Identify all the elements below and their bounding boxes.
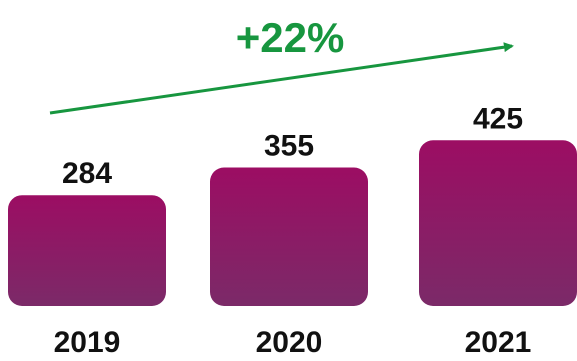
bar-2020 bbox=[210, 167, 368, 306]
growth-annotation: +22% bbox=[236, 14, 345, 61]
category-label-2020: 2020 bbox=[256, 326, 323, 359]
data-label-2021: 425 bbox=[473, 102, 523, 135]
bar-2021 bbox=[419, 140, 577, 306]
trend-arrow bbox=[49, 42, 514, 115]
bar-2019 bbox=[8, 195, 166, 306]
category-label-2019: 2019 bbox=[54, 326, 121, 359]
labels-layer: 284 2019 355 2020 425 2021 bbox=[54, 102, 532, 359]
data-label-2019: 284 bbox=[62, 157, 112, 190]
bars-layer bbox=[8, 140, 577, 306]
category-label-2021: 2021 bbox=[465, 326, 532, 359]
data-label-2020: 355 bbox=[264, 130, 314, 163]
